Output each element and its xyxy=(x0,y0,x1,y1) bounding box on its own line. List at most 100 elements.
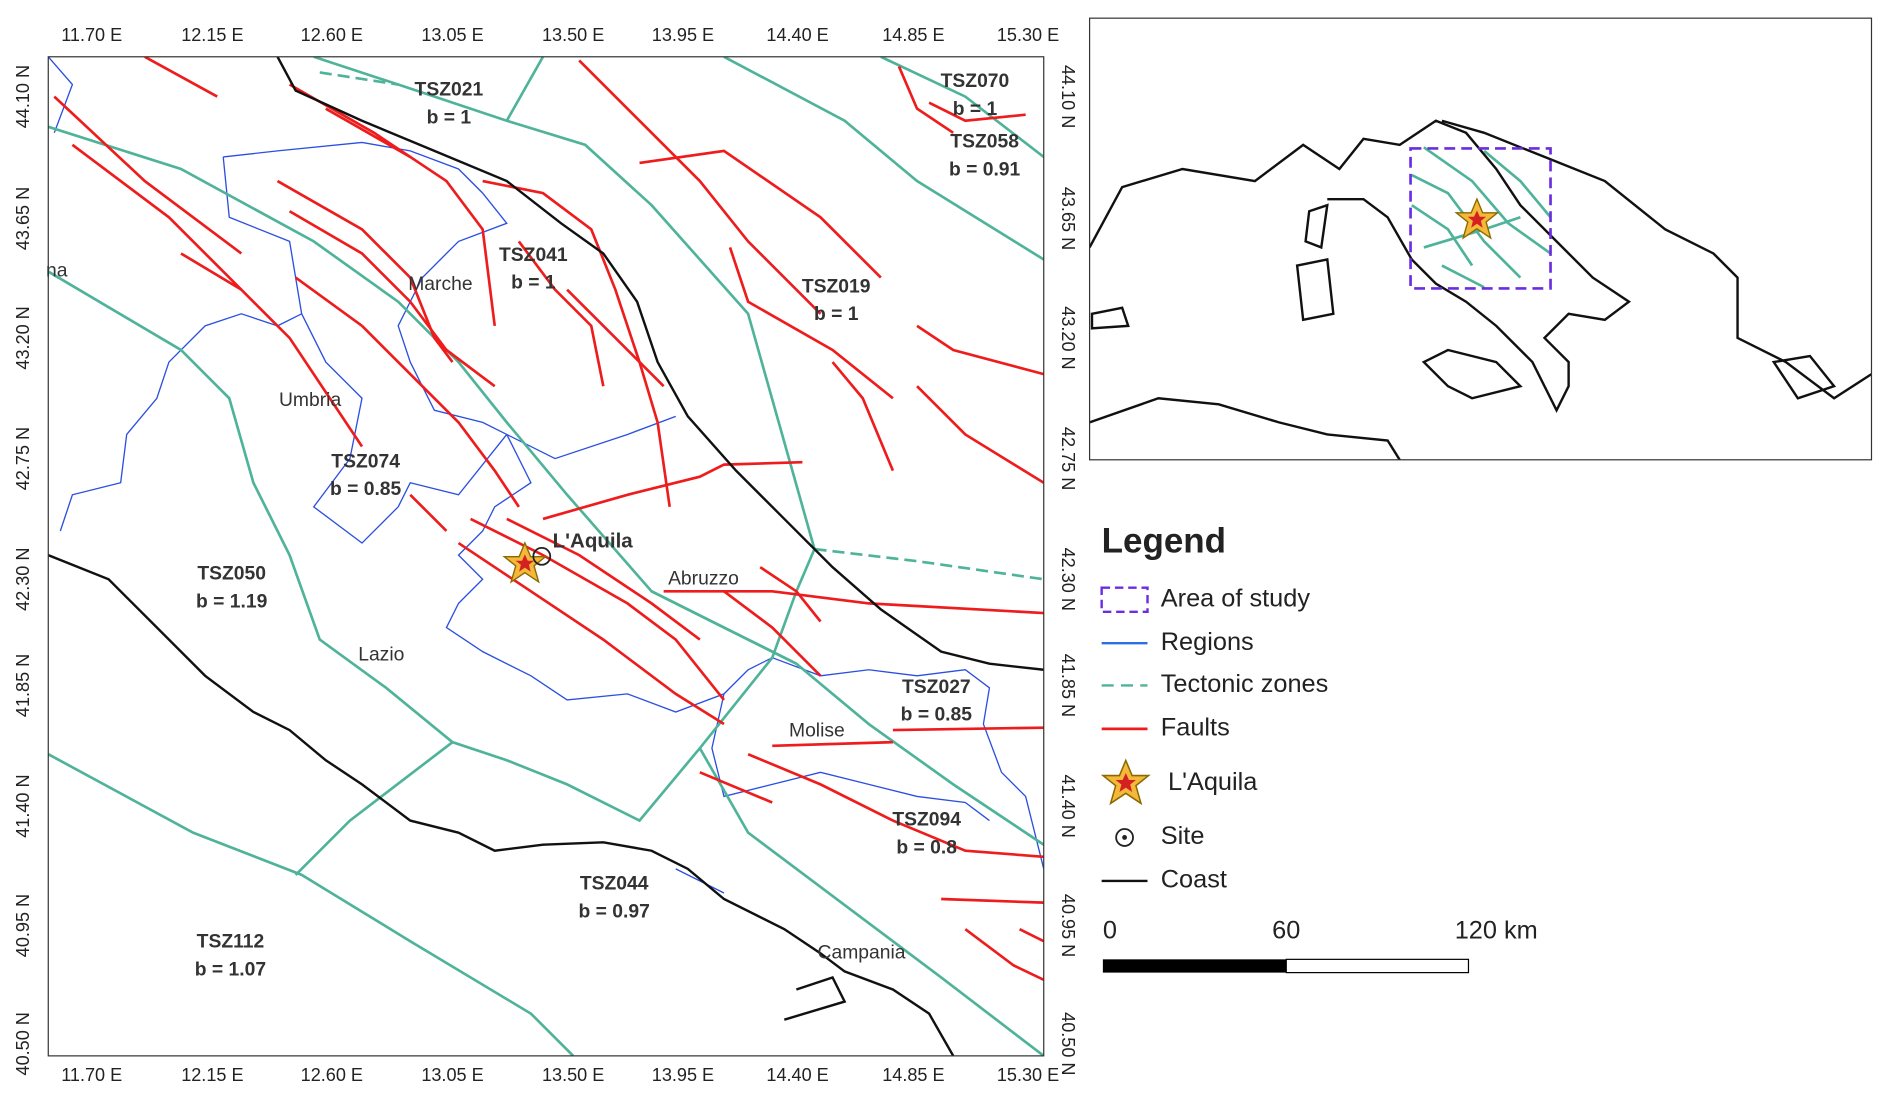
zone-b-value: b = 1 xyxy=(511,273,556,294)
lon-label-bottom: 13.05 E xyxy=(421,1065,483,1085)
lon-label-top: 11.70 E xyxy=(61,25,122,45)
legend-site-dot xyxy=(1122,835,1127,840)
zone-b-value: b = 0.91 xyxy=(949,159,1021,180)
region-label: Umbria xyxy=(279,390,341,411)
region-label: Abruzzo xyxy=(668,568,739,589)
lon-label-top: 13.50 E xyxy=(542,25,604,45)
lat-label-left: 41.40 N xyxy=(13,774,33,837)
map-feature xyxy=(276,56,1044,671)
map-feature xyxy=(1483,149,1552,219)
lon-label-bottom: 15.30 E xyxy=(997,1065,1059,1085)
lon-label-top: 12.60 E xyxy=(301,25,363,45)
map-feature xyxy=(1089,18,1872,460)
map-feature xyxy=(1441,264,1485,289)
region-label: Campania xyxy=(818,942,906,963)
map-feature xyxy=(48,56,816,823)
lat-label-left: 42.30 N xyxy=(13,548,33,611)
lon-label-top: 15.30 E xyxy=(997,25,1059,45)
map-feature xyxy=(783,975,847,1021)
scale-label: 60 xyxy=(1272,916,1300,944)
map-feature xyxy=(759,566,822,623)
lat-label-right: 43.20 N xyxy=(1058,306,1078,369)
lat-label-left: 44.10 N xyxy=(13,65,33,128)
lon-label-bottom: 11.70 E xyxy=(61,1065,122,1085)
map-feature xyxy=(650,590,797,665)
legend-item: L'Aquila xyxy=(1168,768,1258,796)
map-feature xyxy=(48,553,955,1056)
lat-label-right: 42.30 N xyxy=(1058,548,1078,611)
region-label: na xyxy=(46,261,68,282)
zone-name: TSZ050 xyxy=(197,564,266,585)
zone-b-value: b = 0.97 xyxy=(579,901,650,922)
zone-b-value: b = 0.8 xyxy=(896,837,957,858)
map-feature xyxy=(941,897,1044,904)
region-label: Lazio xyxy=(358,644,404,665)
lat-label-left: 41.85 N xyxy=(13,654,33,717)
zone-name: TSZ021 xyxy=(415,80,484,101)
faults xyxy=(53,56,1044,982)
zone-name: TSZ070 xyxy=(941,71,1010,92)
lat-label-right: 40.50 N xyxy=(1058,1012,1078,1075)
map-feature xyxy=(699,771,773,804)
zone-b-value: b = 1 xyxy=(953,99,998,120)
site-marker xyxy=(532,546,552,566)
zone-b-value: b = 1.07 xyxy=(195,959,266,980)
map-feature xyxy=(506,517,701,641)
lat-label-left: 40.50 N xyxy=(13,1012,33,1075)
legend-item: Area of study xyxy=(1161,584,1311,612)
scale-bar-black xyxy=(1102,959,1287,973)
map-feature xyxy=(361,324,520,508)
lat-label-left: 40.95 N xyxy=(13,894,33,957)
map-feature xyxy=(663,589,1044,615)
inset-frame xyxy=(1088,17,1873,461)
main-map xyxy=(48,56,1044,1056)
zone-b-value: b = 1 xyxy=(427,107,472,128)
lat-label-right: 40.95 N xyxy=(1058,894,1078,957)
map-feature xyxy=(723,590,822,677)
map-feature xyxy=(542,460,803,521)
lat-label-left: 43.20 N xyxy=(13,306,33,369)
lon-label-bottom: 12.60 E xyxy=(301,1065,363,1085)
map-feature xyxy=(517,240,605,387)
map-feature xyxy=(294,276,363,327)
scale-label: 120 km xyxy=(1455,916,1538,944)
legend-area-symbol xyxy=(1100,586,1149,614)
legend-site-symbol xyxy=(1115,828,1134,847)
zone-name: TSZ019 xyxy=(802,276,871,297)
map-feature xyxy=(916,324,1044,376)
lat-label-right: 44.10 N xyxy=(1058,65,1078,128)
legend-title: Legend xyxy=(1102,521,1226,560)
map-feature xyxy=(747,752,1044,859)
site-label: L'Aquila xyxy=(553,529,634,552)
map-feature xyxy=(180,252,243,291)
map-feature xyxy=(892,726,1044,732)
map-feature xyxy=(288,83,497,327)
lat-label-left: 43.65 N xyxy=(13,187,33,250)
lon-label-bottom: 14.40 E xyxy=(766,1065,828,1085)
inset-coast xyxy=(1089,119,1872,460)
map-feature xyxy=(880,56,1044,158)
regions xyxy=(48,56,1044,894)
map-feature xyxy=(48,125,1044,846)
zone-b-value: b = 0.85 xyxy=(901,705,973,726)
zone-b-value: b = 1 xyxy=(814,304,859,325)
zone-name: TSZ044 xyxy=(580,874,649,895)
map-feature xyxy=(276,179,454,363)
map-feature xyxy=(831,361,895,472)
scale-bar-white xyxy=(1285,958,1470,974)
lat-label-right: 41.85 N xyxy=(1058,654,1078,717)
inset-map xyxy=(1089,18,1872,460)
map-feature xyxy=(1423,146,1552,255)
map-feature xyxy=(319,71,399,86)
area-of-study xyxy=(1409,147,1552,290)
map-feature xyxy=(505,56,545,122)
lon-label-bottom: 13.95 E xyxy=(652,1065,714,1085)
zone-name: TSZ074 xyxy=(331,451,400,472)
legend-item: Regions xyxy=(1161,628,1254,656)
legend-item: Site xyxy=(1161,822,1205,850)
map-feature xyxy=(1411,204,1474,267)
lat-label-right: 43.65 N xyxy=(1058,187,1078,250)
map-feature xyxy=(325,107,411,159)
legend-item: Faults xyxy=(1161,714,1230,742)
map-feature xyxy=(469,517,726,701)
